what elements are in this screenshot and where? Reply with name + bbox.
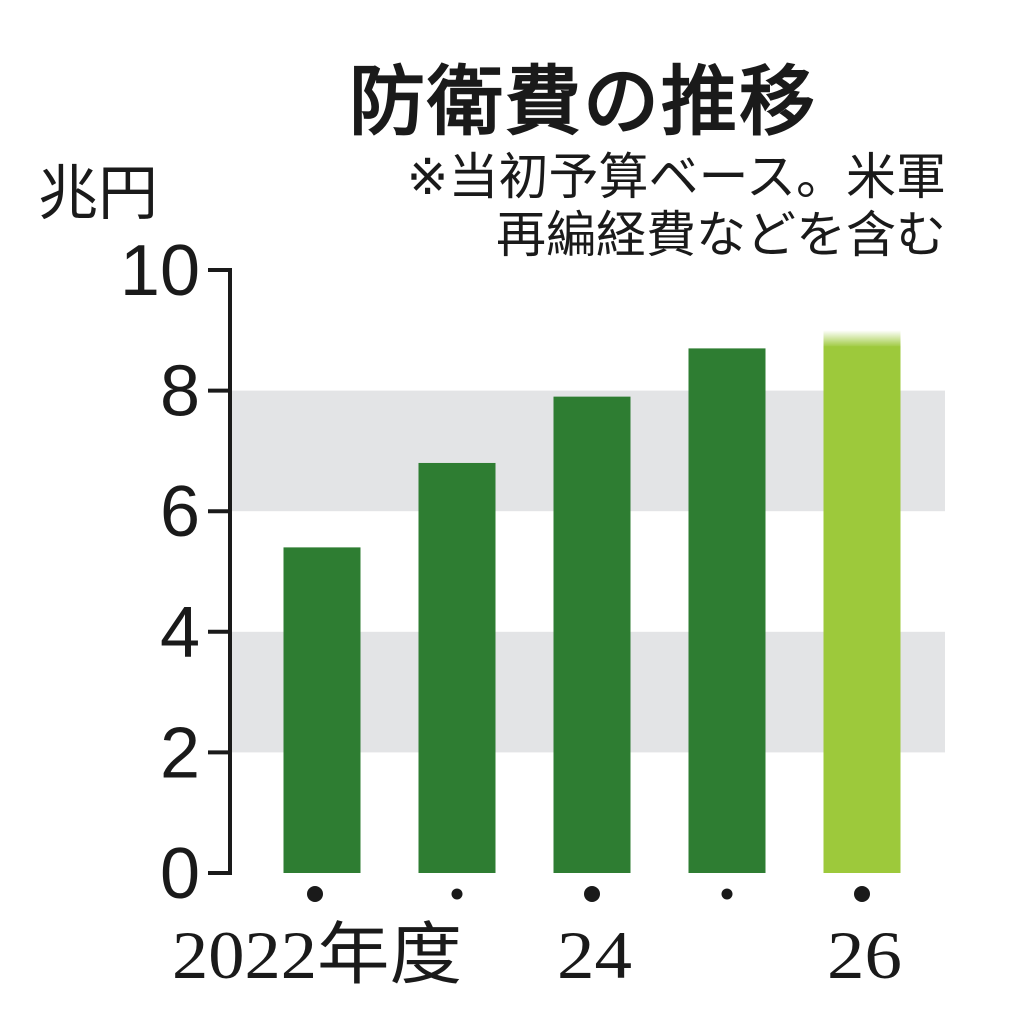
bar-fade-top — [823, 330, 901, 348]
y-tick-label: 6 — [160, 472, 200, 552]
note-line-2: 再編経費などを含む — [496, 206, 946, 264]
y-tick-label: 2 — [160, 713, 200, 793]
bar-2022 — [283, 547, 361, 873]
x-tick-dot — [584, 886, 600, 902]
chart-note: ※当初予算ベース。米軍 再編経費などを含む — [407, 148, 946, 264]
y-tick-label: 0 — [160, 834, 200, 914]
x-tick-dot — [721, 888, 733, 900]
y-tick-label: 10 — [120, 231, 200, 311]
note-line-1: ※当初予算ベース。米軍 — [406, 148, 946, 206]
x-tick-label: 26 — [827, 917, 902, 993]
bar-2024 — [553, 396, 631, 873]
y-axis-unit-label: 兆円 — [38, 159, 158, 229]
x-tick-dot — [854, 886, 870, 902]
x-tick-label: 2022年度 — [172, 917, 462, 993]
bar-2026 — [823, 346, 901, 873]
y-tick-label: 8 — [160, 352, 200, 432]
chart-title: 防衛費の推移 — [349, 57, 817, 146]
x-tick-dot — [307, 886, 323, 902]
bar-2025 — [688, 348, 766, 873]
y-tick-label: 4 — [160, 593, 200, 673]
x-tick-dot — [451, 888, 463, 900]
x-tick-label: 24 — [557, 917, 632, 993]
bar-2023 — [418, 462, 496, 873]
